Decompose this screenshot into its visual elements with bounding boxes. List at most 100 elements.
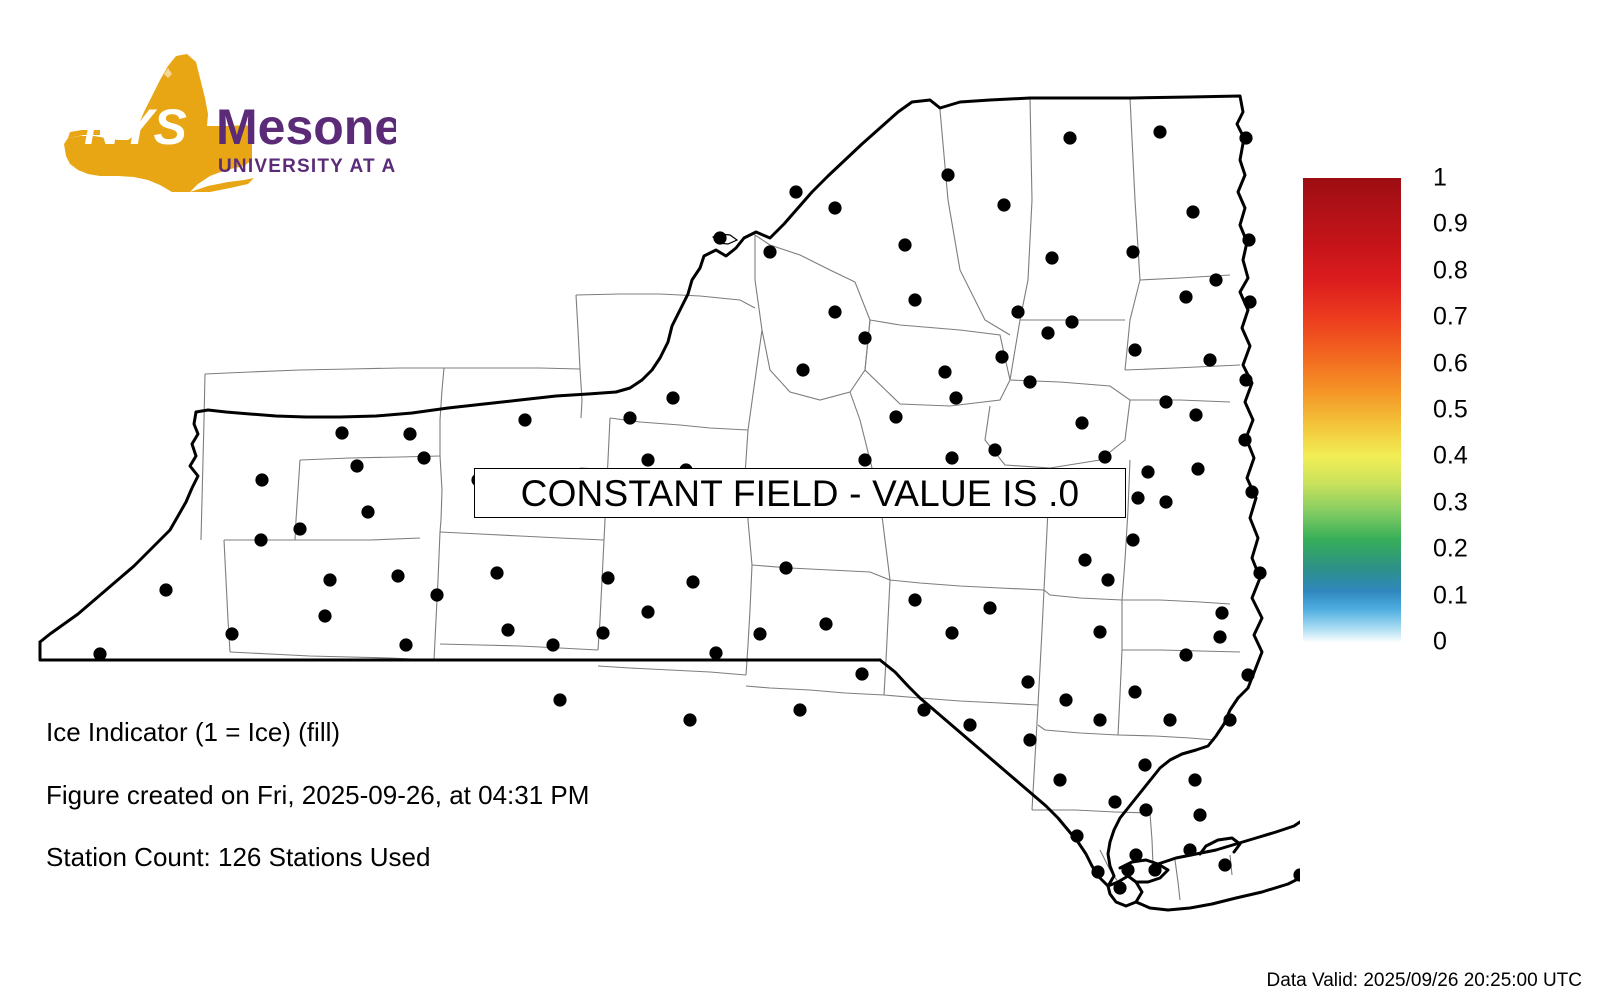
station-dot	[1011, 305, 1025, 319]
station-dot	[159, 583, 173, 597]
station-dot	[819, 617, 833, 631]
colorbar-tick-0-4: 0.4	[1433, 441, 1468, 470]
caption-created-on: Figure created on Fri, 2025-09-26, at 04…	[46, 779, 590, 810]
station-dot	[898, 238, 912, 252]
station-dot	[889, 410, 903, 424]
station-dot	[1053, 773, 1067, 787]
station-dot	[501, 623, 515, 637]
station-dot	[1023, 375, 1037, 389]
station-dot	[1045, 251, 1059, 265]
station-dot	[518, 413, 532, 427]
station-dot	[908, 293, 922, 307]
station-dot	[1243, 295, 1257, 309]
caption-field-label: Ice Indicator (1 = Ice) (fill)	[46, 717, 341, 747]
station-dot	[225, 627, 239, 641]
station-dot	[350, 459, 364, 473]
station-dot	[1101, 573, 1115, 587]
station-dot	[1218, 858, 1232, 872]
station-dot	[399, 638, 413, 652]
station-dot	[1253, 566, 1267, 580]
colorbar-tick-0-7: 0.7	[1433, 302, 1468, 331]
station-dot	[1189, 408, 1203, 422]
station-dot	[1188, 773, 1202, 787]
station-dot	[763, 245, 777, 259]
colorbar-tick-0-9: 0.9	[1433, 209, 1468, 238]
logo-affiliation-text: UNIVERSITY AT ALBANY	[218, 156, 396, 177]
station-dot	[1113, 881, 1127, 895]
station-dot	[1242, 233, 1256, 247]
station-dot	[1091, 865, 1105, 879]
station-dot	[1186, 205, 1200, 219]
colorbar: 1 0.9 0.8 0.7 0.6 0.5 0.4 0.3 0.2 0.1 0	[1303, 165, 1583, 654]
colorbar-tick-0: 0	[1433, 627, 1447, 656]
station-dot	[963, 718, 977, 732]
station-dot	[1129, 848, 1143, 862]
station-dot	[1126, 245, 1140, 259]
station-dot	[1041, 326, 1055, 340]
station-dot	[430, 588, 444, 602]
station-dot	[318, 609, 332, 623]
station-dot	[995, 350, 1009, 364]
station-dot	[417, 451, 431, 465]
station-dot	[361, 505, 375, 519]
station-dot	[623, 411, 637, 425]
station-dot	[1098, 450, 1112, 464]
station-dot	[858, 453, 872, 467]
station-dot	[641, 605, 655, 619]
station-dot	[596, 626, 610, 640]
station-dot	[1065, 315, 1079, 329]
station-dot	[293, 522, 307, 536]
station-dot	[796, 363, 810, 377]
station-dot	[1293, 868, 1300, 882]
station-dot	[490, 566, 504, 580]
station-dot	[1153, 125, 1167, 139]
data-valid-timestamp: Data Valid: 2025/09/26 20:25:00 UTC	[1266, 970, 1582, 991]
logo-nys-text: NYS	[84, 99, 187, 155]
station-dot	[828, 201, 842, 215]
nys-mesonet-logo: NYS Mesonet UNIVERSITY AT ALBANY	[48, 52, 396, 192]
station-dot	[779, 561, 793, 575]
station-dot	[949, 391, 963, 405]
station-dot	[709, 646, 723, 660]
caption-station-count: Station Count: 126 Stations Used	[46, 842, 431, 873]
station-dot	[1179, 648, 1193, 662]
station-dot	[1093, 713, 1107, 727]
station-dot	[858, 331, 872, 345]
constant-field-text: CONSTANT FIELD - VALUE IS .0	[520, 472, 1080, 514]
figure-caption: Ice Indicator (1 = Ice) (fill) Figure cr…	[46, 718, 866, 906]
station-dot	[1070, 829, 1084, 843]
station-dot	[1159, 395, 1173, 409]
station-dot	[1059, 693, 1073, 707]
station-dot	[1209, 273, 1223, 287]
station-dot	[1183, 843, 1197, 857]
station-dot	[855, 667, 869, 681]
colorbar-tick-0-8: 0.8	[1433, 256, 1468, 285]
station-dot	[666, 391, 680, 405]
station-dot	[938, 365, 952, 379]
colorbar-tick-1: 1	[1433, 163, 1447, 192]
station-dot	[945, 451, 959, 465]
station-dot	[1148, 863, 1162, 877]
station-dot	[1245, 485, 1259, 499]
station-dot	[641, 453, 655, 467]
station-dot	[1141, 465, 1155, 479]
station-dot	[1179, 290, 1193, 304]
station-dot	[1215, 606, 1229, 620]
station-dot	[1191, 462, 1205, 476]
colorbar-tick-0-2: 0.2	[1433, 534, 1468, 563]
station-dot	[917, 703, 931, 717]
station-dot	[713, 231, 727, 245]
station-dot	[1139, 803, 1153, 817]
station-dot	[683, 713, 697, 727]
station-dot	[1128, 685, 1142, 699]
station-dot	[789, 185, 803, 199]
station-dot	[254, 533, 268, 547]
station-dot	[908, 593, 922, 607]
station-dot	[1223, 713, 1237, 727]
station-dot	[1128, 343, 1142, 357]
station-dot	[255, 473, 269, 487]
station-dot	[793, 703, 807, 717]
station-dot	[1193, 808, 1207, 822]
constant-field-annotation: CONSTANT FIELD - VALUE IS .0	[474, 468, 1126, 518]
